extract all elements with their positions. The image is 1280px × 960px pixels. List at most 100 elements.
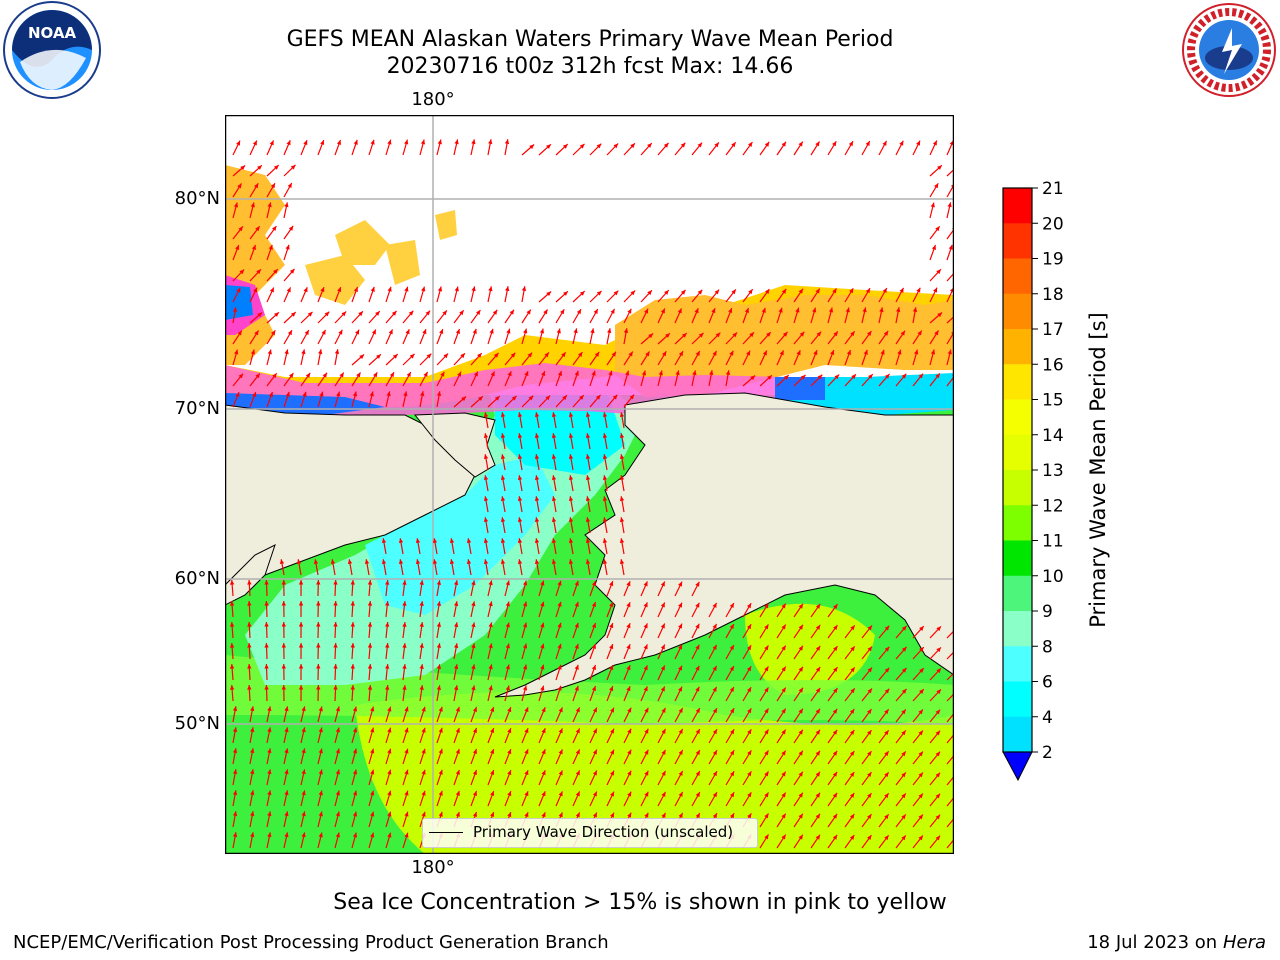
- wave-arrow-head: [232, 706, 238, 712]
- wave-arrow-head: [419, 580, 424, 585]
- colorbar: 21 20 19 18 17 16 15 14 13 12 11 10 9 8 6 4 2: [1002, 180, 1064, 782]
- wave-arrow-head: [575, 812, 580, 818]
- colorbar-swatch: [1003, 470, 1032, 506]
- wave-arrow-head: [747, 792, 752, 798]
- lat-label-50: 50°N: [174, 713, 220, 734]
- wave-arrow-head: [562, 395, 567, 401]
- wave-arrow-head: [591, 664, 596, 670]
- colorbar-tick-label: 20: [1042, 214, 1064, 234]
- wave-arrow-head: [612, 394, 618, 400]
- colorbar-tick-label: 12: [1042, 496, 1064, 516]
- wave-arrow-head: [896, 307, 901, 313]
- wave-arrow: [946, 775, 954, 786]
- wave-arrow-head: [712, 686, 717, 692]
- wave-arrow-head: [490, 770, 495, 776]
- wave-arrow-head: [453, 685, 459, 691]
- wave-arrow-head: [454, 286, 459, 292]
- wave-arrow-head: [373, 372, 378, 378]
- wave-arrow-head: [731, 289, 736, 295]
- wave-arrow-head: [592, 728, 597, 734]
- wave-arrow-head: [289, 268, 295, 274]
- wave-arrow-head: [695, 729, 700, 735]
- wave-arrow-head: [729, 771, 735, 777]
- wave-arrow-head: [449, 538, 455, 544]
- wave-arrow-head: [522, 685, 528, 691]
- wave-arrow-head: [298, 622, 304, 627]
- wave-arrow-head: [500, 496, 506, 502]
- wave-arrow-head: [884, 814, 889, 820]
- wave-arrow-head: [728, 308, 733, 314]
- wave-arrow-head: [256, 269, 261, 275]
- wave-arrow-head: [613, 143, 619, 149]
- wave-arrow-head: [851, 374, 856, 380]
- wave-arrow-head: [543, 309, 548, 315]
- wave-arrow-head: [798, 708, 803, 714]
- wave-arrow-head: [455, 727, 460, 733]
- wave-arrow-head: [541, 791, 546, 797]
- wave-arrow-head: [316, 580, 321, 585]
- wave-arrow-head: [350, 601, 355, 606]
- wave-arrow-head: [678, 644, 682, 650]
- wave-arrow-head: [350, 664, 355, 669]
- wave-arrow-head: [281, 580, 286, 585]
- wave-arrow-head: [585, 412, 591, 418]
- kamchatka-land: [225, 544, 276, 606]
- wave-arrow-head: [250, 811, 255, 817]
- wave-arrow-head: [267, 769, 272, 775]
- wave-arrow-head: [471, 139, 476, 145]
- wave-arrow-head: [901, 709, 906, 715]
- legend-line-icon: [429, 832, 463, 833]
- wave-arrow-head: [381, 538, 387, 544]
- wave-arrow-head: [455, 706, 460, 712]
- wave-arrow-head: [678, 791, 683, 797]
- wave-arrow-head: [267, 790, 272, 796]
- wave-arrow-head: [370, 139, 375, 145]
- wave-arrow-head: [748, 289, 753, 295]
- wave-arrow-head: [627, 308, 632, 314]
- wave-arrow-head: [253, 287, 258, 293]
- wave-arrow-head: [585, 496, 591, 502]
- wave-arrow-head: [287, 330, 292, 336]
- wave-arrow-head: [478, 396, 483, 401]
- wave-arrow-head: [336, 391, 341, 397]
- wave-arrow-head: [436, 622, 442, 628]
- wave-arrow-head: [229, 601, 235, 606]
- wave-arrow-head: [695, 750, 700, 756]
- wave-arrow-head: [322, 372, 327, 378]
- colorbar-tick-label: 21: [1042, 180, 1064, 199]
- wave-arrow-head: [626, 602, 631, 608]
- colorbar-tick-label: 18: [1042, 285, 1064, 305]
- wave-arrow-head: [610, 728, 614, 734]
- wave-arrow-head: [849, 771, 855, 777]
- wave-arrow-head: [415, 538, 421, 544]
- wave-arrow-head: [832, 288, 837, 294]
- wave-arrow: [946, 228, 954, 240]
- wave-arrow-head: [402, 622, 407, 627]
- wave-arrow-head: [438, 748, 443, 754]
- wave-arrow-head: [862, 307, 867, 313]
- wave-arrow-head: [849, 834, 855, 840]
- wave-arrow-head: [402, 643, 407, 648]
- wave-arrow-head: [643, 686, 648, 692]
- wave-arrow-head: [483, 433, 489, 439]
- wave-arrow-head: [534, 412, 540, 418]
- colorbar-tick-label: 19: [1042, 250, 1064, 270]
- wave-arrow-head: [483, 475, 489, 481]
- wave-arrow-head: [404, 139, 409, 145]
- wave-arrow-head: [935, 793, 941, 799]
- wave-arrow-head: [712, 792, 717, 798]
- wave-arrow-head: [678, 351, 683, 357]
- wave-arrow-head: [540, 664, 545, 670]
- wave-arrow-head: [764, 708, 769, 714]
- wave-arrow-head: [816, 331, 822, 337]
- wave-arrow-head: [678, 602, 682, 608]
- wave-arrow-head: [408, 310, 414, 316]
- run-date: 18 Jul 2023 on Hera: [1087, 932, 1266, 953]
- wave-arrow-head: [712, 729, 717, 735]
- wave-arrow-head: [404, 811, 409, 817]
- wave-arrow-head: [901, 625, 907, 631]
- wave-arrow-head: [494, 396, 500, 401]
- wave-arrow-head: [660, 581, 665, 587]
- wave-arrow-head: [402, 664, 407, 669]
- wave-arrow-head: [236, 287, 241, 293]
